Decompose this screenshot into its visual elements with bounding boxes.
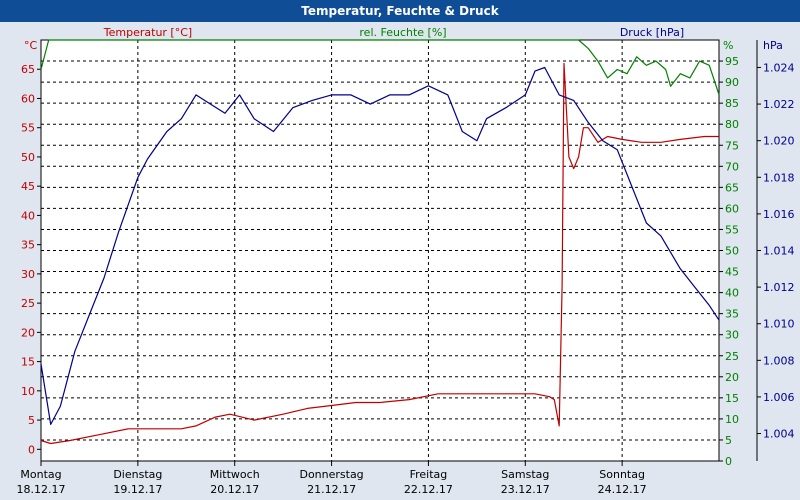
temperature-tick-label: 45: [21, 180, 35, 193]
humidity-tick-label: 85: [725, 97, 739, 110]
x-tick-date-label: 24.12.17: [598, 483, 647, 496]
humidity-tick-label: 40: [725, 287, 739, 300]
humidity-tick-label: 55: [725, 223, 739, 236]
pressure-axis-unit: hPa: [763, 39, 783, 52]
humidity-tick-label: 70: [725, 160, 739, 173]
temperature-tick-label: 60: [21, 92, 35, 105]
temperature-tick-label: 30: [21, 268, 35, 281]
x-tick-day-label: Montag: [20, 468, 61, 481]
pressure-tick-label: 1.014: [763, 245, 795, 258]
pressure-tick-label: 1.004: [763, 428, 795, 441]
x-tick-date-label: 22.12.17: [404, 483, 453, 496]
pressure-line: [40, 66, 720, 425]
humidity-tick-label: 5: [725, 434, 732, 447]
axes: 0 5 10 15 20 25 30 35 40 45 50 55 60 65 0 5 10 15 20 25 30 35…: [17, 40, 795, 496]
humidity-tick-label: 90: [725, 76, 739, 89]
temperature-tick-label: 55: [21, 122, 35, 135]
x-tick-day-label: Samstag: [501, 468, 549, 481]
humidity-line: [40, 39, 720, 95]
x-tick-day-label: Sonntag: [599, 468, 645, 481]
humidity-tick-label: 20: [725, 371, 739, 384]
temperature-tick-label: 20: [21, 326, 35, 339]
humidity-axis-unit: %: [723, 39, 733, 52]
x-tick-date-label: 23.12.17: [501, 483, 550, 496]
pressure-tick-label: 1.008: [763, 354, 795, 367]
humidity-tick-label: 15: [725, 392, 739, 405]
humidity-tick-label: 30: [725, 329, 739, 342]
x-tick-date-label: 20.12.17: [210, 483, 259, 496]
humidity-tick-label: 60: [725, 202, 739, 215]
humidity-tick-label: 0: [725, 455, 732, 468]
temperature-tick-label: 40: [21, 209, 35, 222]
x-tick-date-label: 21.12.17: [307, 483, 356, 496]
humidity-axis-title: rel. Feuchte [%]: [359, 26, 446, 39]
temperature-tick-label: 65: [21, 63, 35, 76]
data-series: [40, 39, 720, 445]
x-tick-day-label: Mittwoch: [210, 468, 260, 481]
humidity-tick-label: 80: [725, 118, 739, 131]
humidity-tick-label: 10: [725, 413, 739, 426]
humidity-tick-label: 45: [725, 266, 739, 279]
temperature-tick-label: 35: [21, 239, 35, 252]
temperature-tick-label: 25: [21, 297, 35, 310]
x-tick-day-label: Freitag: [410, 468, 448, 481]
temperature-tick-label: 15: [21, 356, 35, 369]
x-tick-date-label: 18.12.17: [17, 483, 66, 496]
x-tick-date-label: 19.12.17: [113, 483, 162, 496]
pressure-tick-label: 1.010: [763, 318, 795, 331]
temperature-tick-label: 10: [21, 385, 35, 398]
pressure-tick-label: 1.012: [763, 281, 795, 294]
humidity-tick-label: 25: [725, 350, 739, 363]
temperature-axis-title: Temperatur [°C]: [103, 26, 192, 39]
humidity-tick-label: 75: [725, 139, 739, 152]
pressure-tick-label: 1.020: [763, 135, 795, 148]
temperature-axis-unit: °C: [24, 39, 38, 52]
humidity-tick-label: 35: [725, 308, 739, 321]
grid-lines: [41, 40, 719, 462]
pressure-tick-label: 1.016: [763, 208, 795, 221]
humidity-tick-label: 50: [725, 245, 739, 258]
temperature-tick-label: 5: [28, 414, 35, 427]
window-title: Temperatur, Feuchte & Druck: [0, 0, 800, 22]
chart-area: 0 5 10 15 20 25 30 35 40 45 50 55 60 65 0 5 10 15 20 25 30 35…: [17, 26, 795, 496]
temperature-tick-label: 50: [21, 151, 35, 164]
x-tick-day-label: Dienstag: [113, 468, 162, 481]
pressure-axis-title: Druck [hPa]: [620, 26, 684, 39]
humidity-tick-label: 95: [725, 55, 739, 68]
pressure-tick-label: 1.006: [763, 391, 795, 404]
temperature-line: [40, 62, 719, 445]
pressure-tick-label: 1.018: [763, 171, 795, 184]
pressure-tick-label: 1.022: [763, 98, 795, 111]
pressure-tick-label: 1.024: [763, 61, 795, 74]
temperature-tick-label: 0: [28, 443, 35, 456]
humidity-tick-label: 65: [725, 181, 739, 194]
x-tick-day-label: Donnerstag: [299, 468, 363, 481]
